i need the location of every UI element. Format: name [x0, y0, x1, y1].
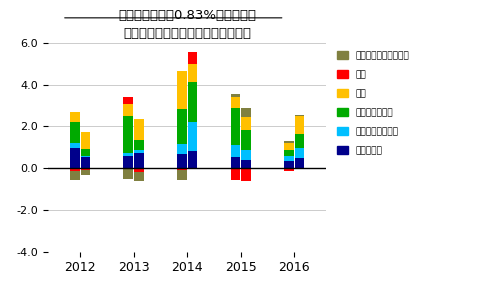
- Bar: [284, 168, 294, 171]
- Bar: [81, 168, 90, 170]
- Bar: [134, 140, 144, 150]
- Bar: [230, 168, 240, 180]
- Bar: [241, 108, 251, 117]
- Bar: [123, 104, 133, 116]
- Bar: [177, 71, 187, 109]
- Bar: [188, 122, 197, 152]
- Bar: [295, 115, 304, 116]
- Bar: [230, 94, 240, 97]
- Bar: [134, 168, 144, 172]
- Bar: [70, 122, 80, 143]
- Bar: [188, 64, 197, 82]
- Bar: [188, 82, 197, 122]
- Bar: [241, 168, 251, 181]
- Bar: [70, 143, 80, 148]
- Bar: [241, 130, 251, 150]
- Bar: [295, 116, 304, 134]
- Title: 輸出の寄与度が0.83%と高水準、
農産品輸出がけん引したとされる。: 輸出の寄与度が0.83%と高水準、 農産品輸出がけん引したとされる。: [118, 9, 256, 40]
- Bar: [230, 108, 240, 145]
- Bar: [188, 52, 197, 64]
- Bar: [284, 161, 294, 168]
- Bar: [295, 148, 304, 158]
- Bar: [81, 149, 90, 156]
- Bar: [177, 144, 187, 154]
- Bar: [123, 152, 133, 156]
- Bar: [70, 168, 80, 171]
- Bar: [134, 172, 144, 181]
- Bar: [284, 143, 294, 150]
- Bar: [284, 156, 294, 161]
- Bar: [241, 160, 251, 168]
- Bar: [295, 168, 304, 169]
- Bar: [177, 170, 187, 180]
- Bar: [134, 150, 144, 152]
- Bar: [230, 157, 240, 168]
- Bar: [295, 134, 304, 148]
- Bar: [134, 119, 144, 140]
- Bar: [123, 168, 133, 178]
- Bar: [70, 148, 80, 168]
- Bar: [177, 168, 187, 170]
- Bar: [177, 109, 187, 144]
- Bar: [134, 152, 144, 168]
- Bar: [284, 150, 294, 156]
- Bar: [81, 170, 90, 176]
- Bar: [123, 97, 133, 104]
- Bar: [123, 116, 133, 152]
- Bar: [241, 117, 251, 130]
- Bar: [177, 154, 187, 168]
- Bar: [81, 132, 90, 149]
- Bar: [123, 156, 133, 168]
- Bar: [81, 156, 90, 157]
- Bar: [230, 97, 240, 108]
- Bar: [70, 171, 80, 180]
- Bar: [295, 158, 304, 168]
- Bar: [241, 150, 251, 160]
- Bar: [70, 112, 80, 122]
- Bar: [284, 141, 294, 143]
- Bar: [81, 157, 90, 168]
- Bar: [188, 152, 197, 168]
- Legend: 政府消費支出・総投資, 輸入, 輸出, 国内民間総投資, 消費（サービス）, 消費（財）: 政府消費支出・総投資, 輸入, 輸出, 国内民間総投資, 消費（サービス）, 消…: [334, 47, 413, 159]
- Bar: [230, 145, 240, 157]
